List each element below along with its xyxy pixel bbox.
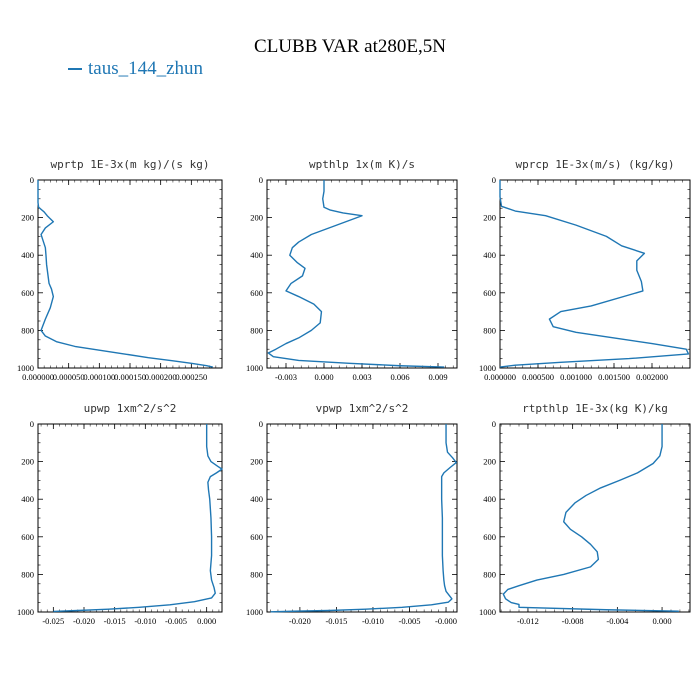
x-tick-label: 0.000050 (53, 372, 85, 382)
x-tick-label: 0.000250 (175, 372, 207, 382)
y-tick-label: 600 (483, 532, 496, 542)
x-tick-label: -0.020 (289, 616, 311, 626)
x-tick-label: 0.009 (428, 372, 447, 382)
y-tick-label: 800 (21, 325, 34, 335)
x-tick-label: 0.000 (197, 616, 216, 626)
x-tick-label: -0.010 (134, 616, 156, 626)
subplot-3: wprcp 1E-3x(m/s) (kg/kg) 0 200 400 600 800 100… (479, 158, 691, 382)
y-tick-label: 400 (250, 250, 263, 260)
x-tick-label: 0.001000 (560, 372, 592, 382)
plot-frame (499, 179, 691, 369)
x-tick-label: -0.010 (362, 616, 384, 626)
x-tick-label: -0.012 (517, 616, 539, 626)
y-tick-label: 200 (483, 457, 496, 467)
y-tick-label: 200 (483, 213, 496, 223)
x-tick-label: -0.015 (104, 616, 126, 626)
x-tick-label: -0.025 (42, 616, 64, 626)
x-tick-label: 0.000100 (83, 372, 115, 382)
y-tick-label: 800 (21, 569, 34, 579)
subplot-5: vpwp 1xm^2/s^2 0 200 400 600 800 1000 -0.020 -0.… (246, 402, 458, 626)
plot-frame (266, 423, 458, 613)
y-tick-label: 800 (483, 569, 496, 579)
y-tick-label: 600 (21, 532, 34, 542)
y-tick-label: 1000 (479, 363, 496, 373)
x-tick-label: -0.000 (435, 616, 457, 626)
series-line (37, 180, 213, 368)
x-tick-label: 0.000200 (145, 372, 177, 382)
series-line (267, 180, 445, 368)
x-tick-label: 0.000 (314, 372, 333, 382)
subplot-2: wpthlp 1x(m K)/s 0 200 400 600 800 1000 -0.003 0… (246, 158, 458, 382)
x-tick-label: -0.004 (606, 616, 629, 626)
y-tick-label: 1000 (17, 607, 34, 617)
y-tick-label: 0 (492, 419, 496, 429)
x-tick-label: 0.006 (390, 372, 409, 382)
y-tick-label: 400 (483, 494, 496, 504)
y-tick-label: 0 (30, 175, 34, 185)
y-tick-label: 800 (483, 325, 496, 335)
y-tick-label: 400 (250, 494, 263, 504)
y-tick-label: 1000 (479, 607, 496, 617)
plot-frame (37, 179, 223, 369)
series-line (270, 424, 457, 613)
plot-frame (37, 423, 223, 613)
y-tick-label: 0 (492, 175, 496, 185)
y-tick-label: 400 (483, 250, 496, 260)
x-tick-label: 0.000150 (114, 372, 146, 382)
x-tick-label: 0.003 (352, 372, 371, 382)
subplot-6: rtpthlp 1E-3x(kg K)/kg 0 200 400 600 800 1000 -… (479, 402, 691, 626)
y-tick-label: 800 (250, 325, 263, 335)
y-tick-label: 0 (30, 419, 34, 429)
y-tick-label: 1000 (246, 363, 263, 373)
subplot-title: vpwp 1xm^2/s^2 (316, 402, 409, 415)
series-line (53, 424, 223, 613)
figure-title: CLUBB VAR at280E,5N (254, 36, 446, 57)
x-tick-label: 0.000000 (484, 372, 516, 382)
x-tick-label: -0.020 (73, 616, 95, 626)
series-line (499, 180, 690, 368)
series-line (502, 424, 679, 612)
y-tick-label: 200 (21, 213, 34, 223)
subplot-title: wprcp 1E-3x(m/s) (kg/kg) (516, 158, 675, 171)
y-tick-label: 600 (250, 532, 263, 542)
y-tick-label: 600 (21, 288, 34, 298)
x-tick-label: 0.002000 (636, 372, 668, 382)
y-tick-label: 1000 (246, 607, 263, 617)
subplot-title: upwp 1xm^2/s^2 (84, 402, 177, 415)
y-tick-label: 0 (259, 175, 263, 185)
y-tick-label: 400 (21, 250, 34, 260)
x-tick-label: -0.005 (399, 616, 421, 626)
y-tick-label: 600 (483, 288, 496, 298)
x-tick-label: -0.003 (275, 372, 297, 382)
y-tick-label: 200 (250, 213, 263, 223)
y-tick-label: 200 (21, 457, 34, 467)
y-tick-label: 200 (250, 457, 263, 467)
x-tick-label: 0.001500 (598, 372, 630, 382)
subplot-title: wpthlp 1x(m K)/s (309, 158, 415, 171)
plot-frame (499, 423, 691, 613)
x-tick-label: -0.005 (165, 616, 187, 626)
y-tick-label: 600 (250, 288, 263, 298)
subplot-title: wprtp 1E-3x(m kg)/(s kg) (51, 158, 210, 171)
y-tick-label: 1000 (17, 363, 34, 373)
x-tick-label: 0.000 (652, 616, 671, 626)
x-tick-label: 0.000000 (22, 372, 54, 382)
x-tick-label: -0.008 (562, 616, 584, 626)
subplot-title: rtpthlp 1E-3x(kg K)/kg (522, 402, 668, 415)
y-tick-label: 800 (250, 569, 263, 579)
subplot-4: upwp 1xm^2/s^2 0 200 400 600 800 1000 -0.025 -0.… (17, 402, 223, 626)
subplot-1: wprtp 1E-3x(m kg)/(s kg) 0 200 400 600 800 100… (17, 158, 223, 382)
x-tick-label: -0.015 (325, 616, 347, 626)
legend-line-swatch (68, 67, 82, 70)
y-tick-label: 0 (259, 419, 263, 429)
y-tick-label: 400 (21, 494, 34, 504)
legend-entry: taus_144_zhun (68, 58, 203, 80)
x-tick-label: 0.000500 (522, 372, 554, 382)
legend-label: taus_144_zhun (88, 58, 204, 79)
